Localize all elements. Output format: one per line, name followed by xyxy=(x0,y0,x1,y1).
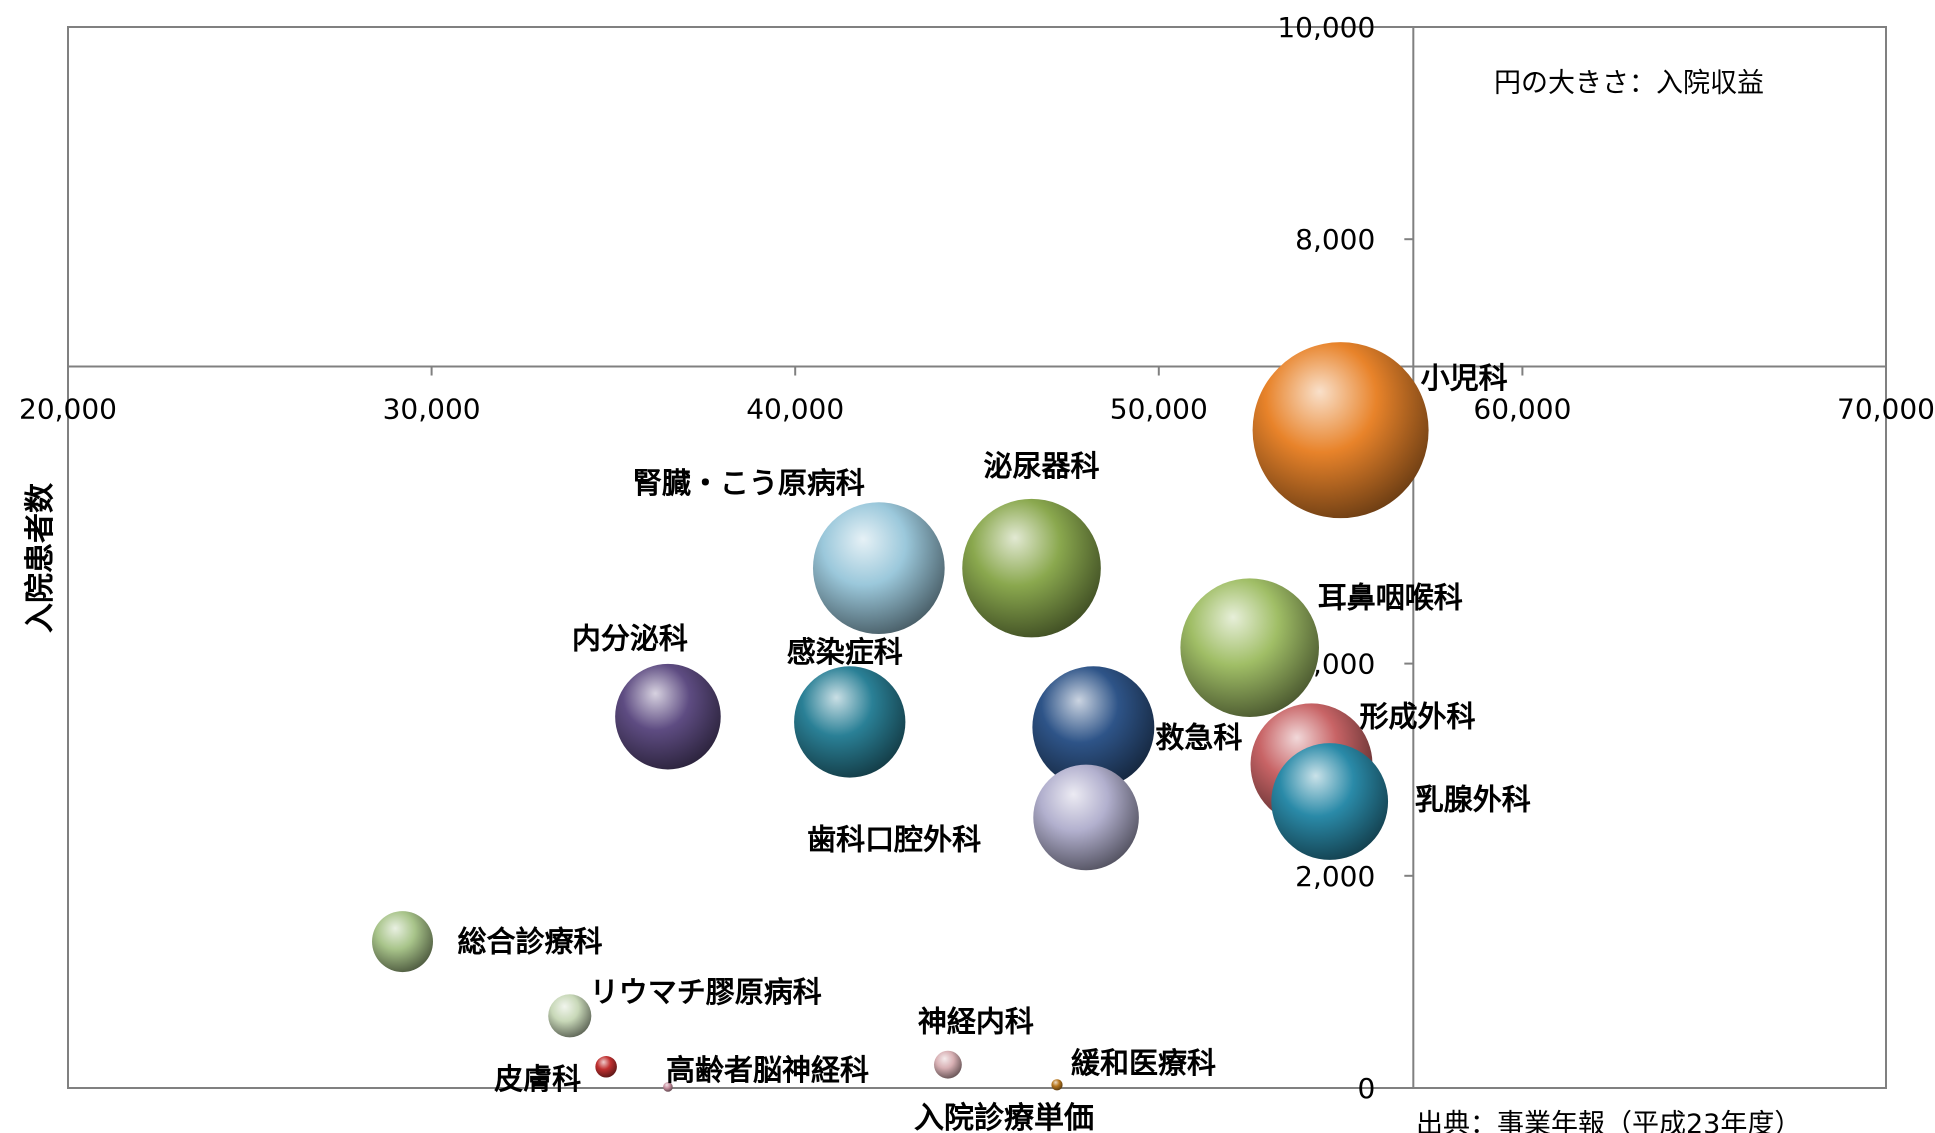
bubble xyxy=(595,1056,617,1078)
bubble-label: 泌尿器科 xyxy=(984,449,1100,483)
bubble xyxy=(933,1050,962,1079)
bubble xyxy=(794,666,906,778)
bubble-label: リウマチ膠原病科 xyxy=(590,975,822,1009)
bubble xyxy=(1032,666,1155,789)
bubbles xyxy=(372,342,1429,1092)
y-tick-label: 10,000 xyxy=(1277,11,1375,44)
bubble xyxy=(1180,578,1319,717)
bubble-label: 総合診療科 xyxy=(458,925,603,959)
bubble-label: 感染症科 xyxy=(787,635,903,669)
bubble-label: 乳腺外科 xyxy=(1415,783,1531,817)
bubble xyxy=(1033,764,1139,871)
bubble-label: 内分泌科 xyxy=(572,622,688,656)
bubble-label: 救急科 xyxy=(1155,720,1242,754)
y-tick-label: 0 xyxy=(1357,1072,1375,1105)
bubble xyxy=(812,502,945,634)
y-axis-title: 入院患者数 xyxy=(23,482,58,633)
x-tick-label: 20,000 xyxy=(19,393,117,426)
bubble xyxy=(548,994,592,1038)
bubble xyxy=(1271,743,1389,860)
bubble xyxy=(615,663,721,770)
x-tick-label: 70,000 xyxy=(1837,393,1935,426)
bubble-label: 耳鼻咽喉科 xyxy=(1318,581,1463,615)
bubble-label: 形成外科 xyxy=(1360,699,1476,733)
bubble xyxy=(372,911,433,973)
bubble-label: 腎臓・こう原病科 xyxy=(633,466,865,500)
x-tick-label: 30,000 xyxy=(383,393,481,426)
bubble-label: 緩和医療科 xyxy=(1071,1046,1216,1080)
bubble-label: 小児科 xyxy=(1421,361,1508,395)
bubble-label: 歯科口腔外科 xyxy=(807,822,981,856)
x-axis-title: 入院診療単価 xyxy=(914,1101,1094,1133)
bubble xyxy=(663,1082,673,1092)
x-tick-label: 60,000 xyxy=(1473,393,1571,426)
x-tick-label: 40,000 xyxy=(746,393,844,426)
y-tick-label: 8,000 xyxy=(1295,223,1375,256)
size-note: 円の大きさ：入院収益 xyxy=(1494,68,1764,99)
bubble xyxy=(962,498,1101,638)
bubble-label: 神経内科 xyxy=(918,1005,1034,1039)
bubble-label: 皮膚科 xyxy=(494,1062,581,1096)
bubble-label: 高齢者脳神経科 xyxy=(666,1053,869,1087)
bubble xyxy=(1051,1079,1063,1091)
bubble xyxy=(1252,342,1429,519)
x-tick-label: 50,000 xyxy=(1110,393,1208,426)
source-note: 出典：事業年報（平成23年度） xyxy=(1416,1109,1801,1133)
y-tick-label: 2,000 xyxy=(1295,860,1375,893)
